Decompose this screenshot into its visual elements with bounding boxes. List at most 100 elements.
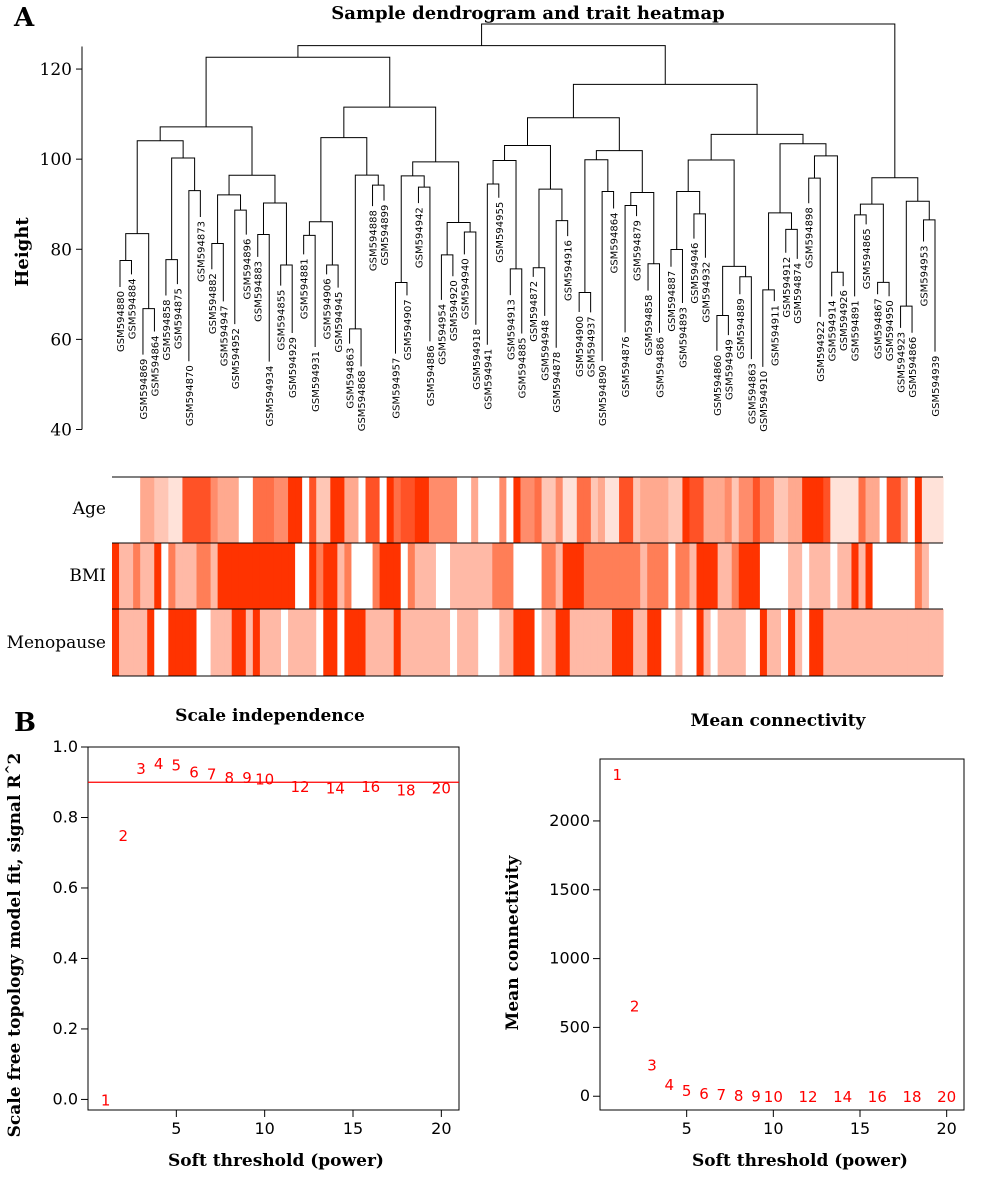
heatmap-cell (520, 477, 529, 543)
dendrogram-branch (417, 186, 431, 342)
trait-heatmap: Age BMI Menopause (7, 476, 944, 677)
heatmap-cell (302, 609, 310, 676)
scale-independence-y-tick-label: 0.0 (53, 1089, 78, 1108)
heatmap-cell (421, 543, 430, 609)
heatmap-cell (724, 477, 733, 543)
mean-connectivity-point-label: 7 (717, 1086, 727, 1104)
heatmap-cell (569, 609, 578, 676)
heatmap-cell (541, 543, 550, 609)
mean-connectivity-point-label: 3 (647, 1057, 657, 1075)
heatmap-cell (112, 609, 120, 676)
dendrogram-branch (446, 221, 471, 255)
heatmap-cell (478, 609, 486, 676)
heatmap-cell (210, 477, 219, 543)
heatmap-cell (400, 609, 409, 676)
dendrogram-branch (584, 159, 609, 293)
heatmap-cell (182, 543, 191, 609)
dendrogram-leaf-label: GSM594890 (598, 365, 609, 426)
heatmap-cell (710, 543, 719, 609)
dendrogram-branch (710, 133, 804, 161)
heatmap-row-label-menopause: Menopause (7, 633, 106, 653)
dendrogram-leaf-label: GSM594858 (644, 295, 655, 356)
heatmap-cell (935, 477, 944, 543)
mean-connectivity-chart: Mean connectivity Soft threshold (power)… (503, 711, 965, 1171)
heatmap-cell (133, 477, 141, 543)
heatmap-cell (442, 543, 451, 609)
heatmap-cell (147, 609, 155, 676)
dendrogram-branch (779, 143, 827, 213)
heatmap-cell (914, 477, 923, 543)
heatmap-cell (696, 543, 705, 609)
heatmap-cell (428, 477, 437, 543)
heatmap-cell (365, 609, 374, 676)
heatmap-cell (527, 543, 536, 609)
heatmap-cell (689, 609, 698, 676)
heatmap-cell (562, 543, 571, 609)
mean-connectivity-x-tick-label: 5 (682, 1119, 692, 1138)
dendrogram-branch (785, 228, 798, 259)
heatmap-cell (612, 609, 620, 676)
heatmap-cell (548, 609, 557, 676)
dendrogram-branch (722, 265, 747, 316)
scale-independence-point-label: 6 (189, 764, 199, 782)
scale-independence-y-label: Scale free topology model fit, signal R^… (3, 753, 25, 1138)
mean-connectivity-x-label: Soft threshold (power) (692, 1151, 908, 1171)
dendrogram-leaf-label: GSM594923 (897, 332, 908, 393)
scale-independence-x-tick-label: 20 (431, 1119, 451, 1138)
heatmap-cell (154, 543, 162, 609)
dendrogram-branch (647, 263, 661, 333)
heatmap-cell (400, 477, 409, 543)
dendrogram-leaf-label: GSM594910 (759, 371, 770, 432)
heatmap-cell (337, 543, 345, 609)
dendrogram-branch (670, 249, 683, 304)
dendrogram-branch (211, 242, 224, 302)
dendrogram-branch (205, 56, 391, 127)
heatmap-cell (161, 477, 169, 543)
heatmap-cell (604, 543, 613, 609)
heatmap-cell (766, 477, 775, 543)
dendrogram-leaf-label: GSM594882 (208, 273, 219, 334)
heatmap-cell (259, 609, 268, 676)
dendrogram-title: Sample dendrogram and trait heatmap (331, 3, 724, 24)
heatmap-cell (393, 543, 402, 609)
heatmap-cell (696, 609, 705, 676)
heatmap-cell (576, 477, 585, 543)
heatmap-cell (133, 543, 141, 609)
heatmap-cell (830, 609, 838, 676)
heatmap-cell (175, 543, 184, 609)
heatmap-cell (928, 543, 937, 609)
heatmap-cell (633, 477, 641, 543)
heatmap-cell (182, 609, 191, 676)
dendrogram-branch (532, 267, 546, 316)
heatmap-cell (766, 609, 775, 676)
heatmap-cell (731, 543, 740, 609)
dendrogram-leaf-label: GSM594947 (219, 305, 230, 366)
heatmap-cell (661, 609, 669, 676)
heatmap-cell (830, 477, 838, 543)
heatmap-cell (886, 609, 895, 676)
heatmap-cell (914, 609, 923, 676)
dendrogram-chart: Sample dendrogram and trait heatmap Heig… (12, 3, 942, 440)
heatmap-cell (640, 477, 648, 543)
heatmap-cell (506, 477, 515, 543)
mean-connectivity-y-tick-label: 0 (580, 1086, 590, 1105)
heatmap-cell (499, 609, 507, 676)
dendrogram-leaf-label: GSM594896 (242, 239, 253, 300)
heatmap-cell (358, 477, 367, 543)
heatmap-cell (457, 543, 465, 609)
dendrogram-leaf-label: GSM594948 (541, 320, 552, 381)
heatmap-cell (576, 543, 585, 609)
heatmap-cell (224, 477, 233, 543)
scale-independence-x-tick-label: 10 (254, 1119, 274, 1138)
dendrogram-leaf-label: GSM594913 (506, 299, 517, 360)
dendrogram-leaf-label: GSM594950 (885, 300, 896, 361)
scale-independence-point-label: 9 (242, 769, 252, 787)
dendrogram-leaf-label: GSM594863 (346, 348, 357, 409)
heatmap-cell (900, 543, 909, 609)
dendrogram-leaf-label: GSM594906 (323, 278, 334, 339)
dendrogram-leaf-label: GSM594886 (656, 337, 667, 398)
heatmap-cell (189, 609, 198, 676)
heatmap-cell (872, 609, 881, 676)
heatmap-cell (527, 477, 536, 543)
dendrogram-leaf-label: GSM594864 (610, 212, 621, 273)
